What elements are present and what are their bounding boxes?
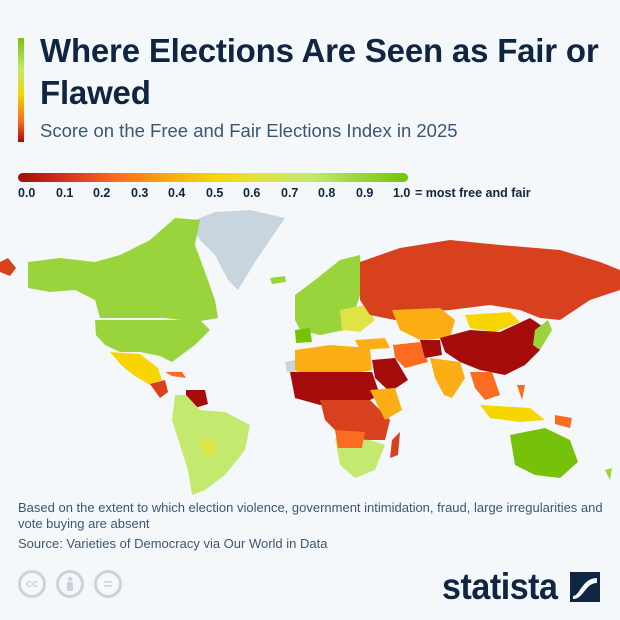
region-japan	[533, 320, 552, 350]
region-mongolia	[465, 312, 520, 332]
region-russia	[360, 240, 620, 320]
legend-tick: 0.5	[206, 186, 224, 200]
region-russia-east-wrap	[0, 258, 16, 276]
region-north-africa	[295, 345, 372, 378]
region-greenland	[190, 210, 285, 290]
legend-tick: 0.3	[131, 186, 149, 200]
region-spain	[295, 328, 312, 343]
legend-end-label: = most free and fair	[415, 186, 531, 200]
legend-tick: 0.8	[318, 186, 336, 200]
region-united-states	[95, 320, 210, 362]
region-indonesia	[480, 405, 545, 422]
legend-tick: 0.0	[18, 186, 36, 200]
legend-tick: 0.4	[168, 186, 186, 200]
region-sahel	[290, 372, 380, 405]
title-accent-bar	[18, 38, 24, 142]
legend-tick: 1.0	[393, 186, 411, 200]
legend-tick: 0.6	[243, 186, 261, 200]
region-central-america	[150, 380, 168, 398]
region-iran	[393, 342, 428, 368]
region-iceland	[270, 276, 286, 284]
region-southeast-asia	[470, 372, 500, 400]
region-east-africa	[370, 388, 402, 420]
region-central-africa	[320, 400, 390, 440]
region-western-sahara	[285, 360, 295, 372]
page-subtitle: Score on the Free and Fair Elections Ind…	[40, 120, 458, 141]
attribution-icon[interactable]	[56, 570, 84, 598]
region-madagascar	[390, 432, 400, 458]
legend-tick: 0.1	[56, 186, 74, 200]
region-cuba	[165, 372, 186, 378]
no-derivatives-icon[interactable]: =	[94, 570, 122, 598]
region-saudi-arabia	[372, 358, 408, 392]
region-papua-new-guinea	[555, 415, 572, 428]
region-philippines	[517, 385, 525, 400]
region-china	[440, 318, 545, 375]
statista-logo[interactable]: statista	[442, 566, 558, 607]
region-mexico	[110, 352, 162, 385]
source-text: Source: Varieties of Democracy via Our W…	[18, 536, 328, 551]
legend-tick: 0.7	[281, 186, 299, 200]
color-scale-legend	[18, 173, 408, 182]
region-india	[430, 358, 465, 398]
region-australia	[510, 428, 578, 478]
region-paraguay-bolivia	[200, 440, 215, 457]
region-central-asia	[392, 308, 455, 340]
legend-tick: 0.2	[93, 186, 111, 200]
region-turkey	[355, 338, 390, 350]
region-new-zealand	[605, 468, 612, 480]
page-title: Where Elections Are Seen as Fair or Flaw…	[40, 32, 599, 111]
legend-tick-labels: 0.0 0.1 0.2 0.3 0.4 0.5 0.6 0.7 0.8 0.9 …	[18, 186, 578, 202]
legend-tick: 0.9	[356, 186, 374, 200]
person-icon	[67, 576, 73, 591]
methodology-note: Based on the extent to which election vi…	[18, 500, 603, 531]
region-eastern-europe	[340, 305, 375, 332]
region-canada	[28, 218, 218, 322]
region-afghanistan	[420, 340, 442, 358]
world-map	[0, 210, 620, 495]
statista-logo-mark[interactable]	[570, 572, 600, 602]
region-angola-zambia	[335, 430, 365, 448]
cc-icon[interactable]: cc	[18, 570, 46, 598]
